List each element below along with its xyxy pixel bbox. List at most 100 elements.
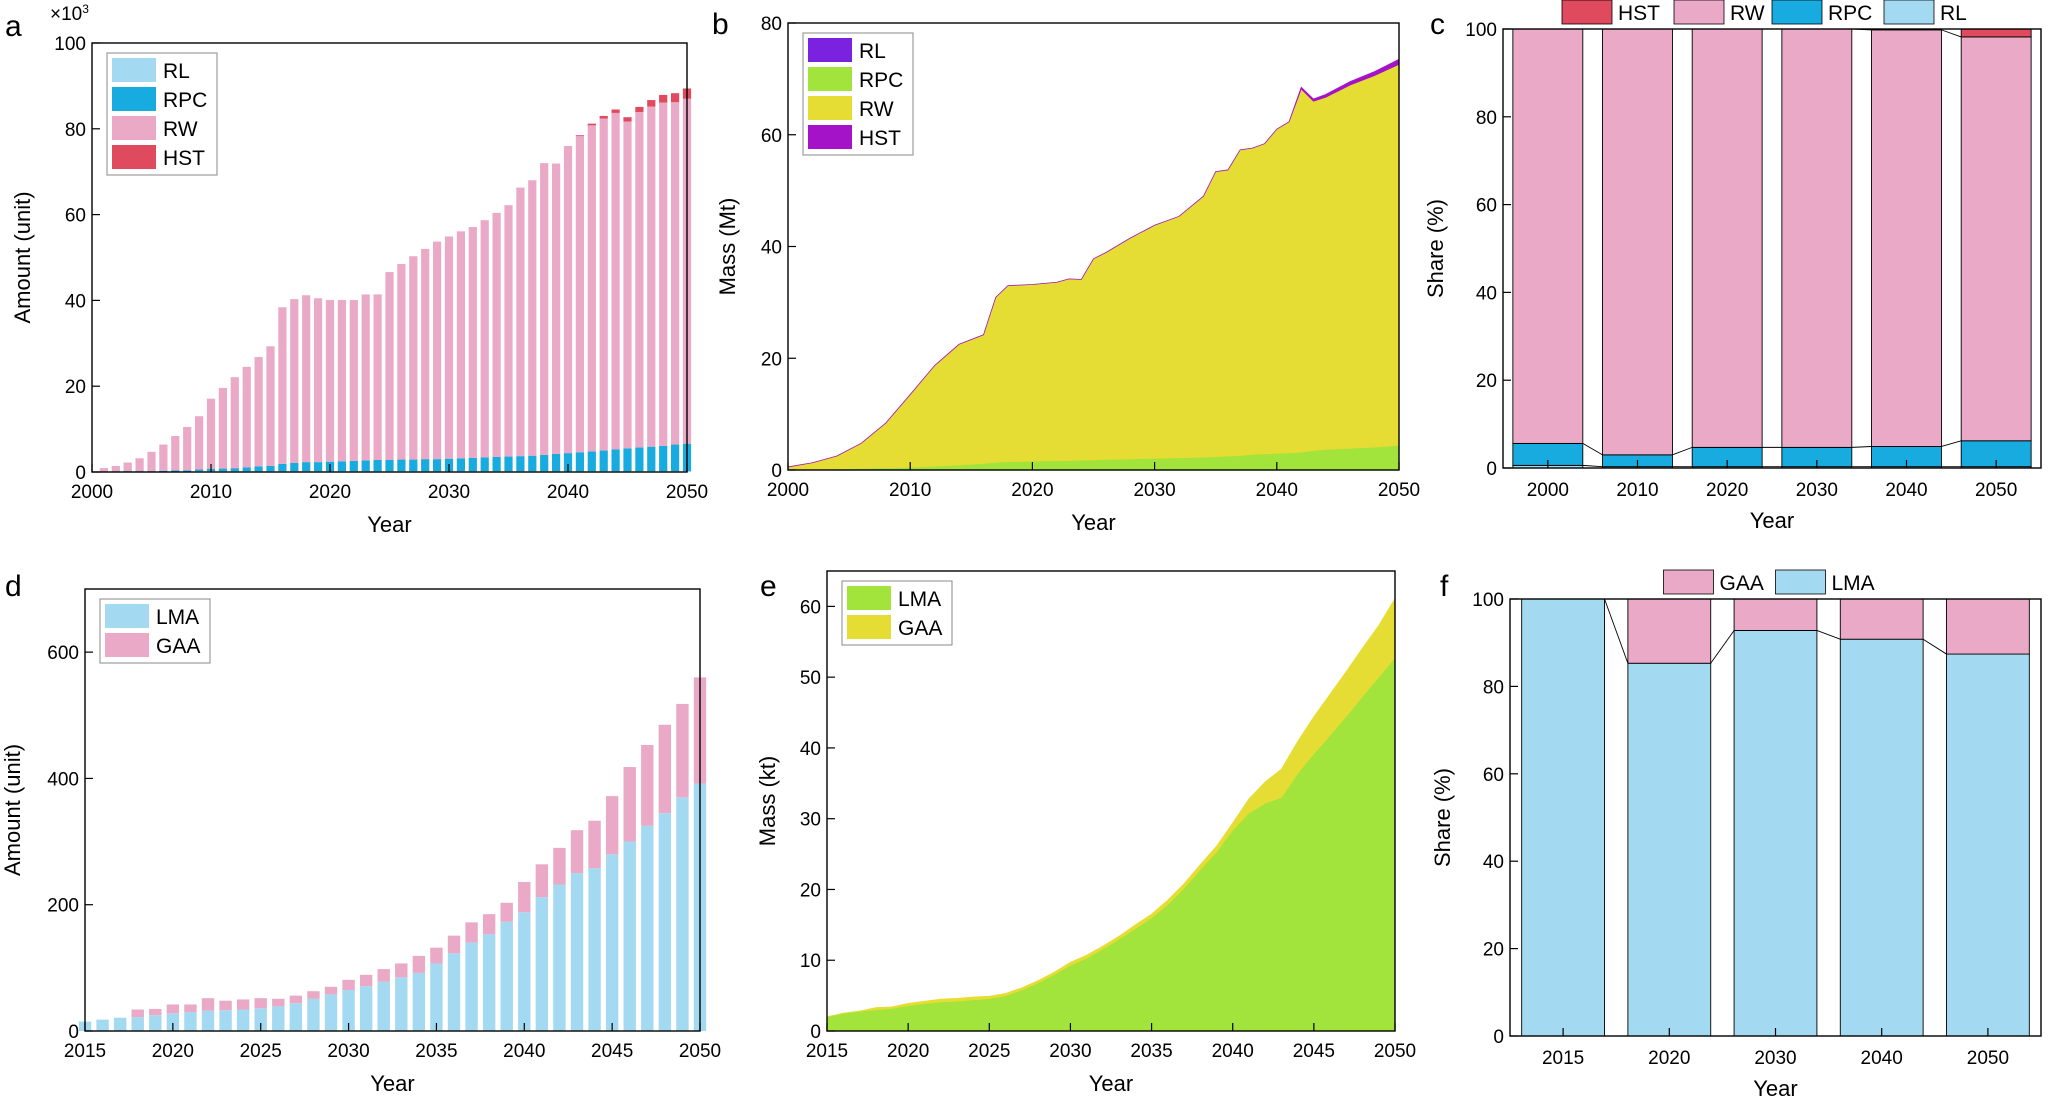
bar-rw <box>195 416 204 470</box>
bar-gaa <box>149 1008 162 1016</box>
legend-label-rl: RL <box>163 60 190 83</box>
panel-label-a: a <box>5 10 22 43</box>
y-tick-label: 80 <box>1483 677 1504 698</box>
bar-rw <box>659 102 668 446</box>
bar-rw <box>1871 29 1942 447</box>
x-tick-label: 2010 <box>190 482 232 503</box>
bar-rpc <box>159 470 168 472</box>
legend-label-rw: RW <box>1730 2 1765 25</box>
legend-label-rl: RL <box>1940 2 1967 25</box>
bar-gaa <box>1733 598 1818 631</box>
x-tick-label: 2035 <box>415 1041 457 1062</box>
bar-rpc <box>266 465 275 472</box>
legend-swatch-rw <box>112 116 156 140</box>
bar-lma <box>1946 653 2030 1037</box>
bar-gaa <box>254 998 267 1009</box>
bar-rpc <box>456 458 465 472</box>
x-tick-label: 2030 <box>1049 1041 1091 1062</box>
bar-lma <box>605 854 619 1031</box>
bar-gaa <box>535 864 549 898</box>
x-tick-label: 2040 <box>1256 480 1298 501</box>
bar-rw <box>1960 36 2032 442</box>
y-tick-label: 100 <box>54 34 86 55</box>
bar-rpc <box>373 459 382 472</box>
x-tick-label: 2050 <box>679 1041 721 1062</box>
bar-gaa <box>518 881 531 913</box>
y-tick-label: 0 <box>68 1022 79 1043</box>
y-tick-label: 40 <box>761 238 782 259</box>
y-axis-label: Share (%) <box>1430 768 1455 867</box>
bar-rpc <box>218 468 227 472</box>
x-tick-label: 2045 <box>591 1041 633 1062</box>
bar-rw <box>206 398 216 469</box>
plot-frame <box>826 570 1396 1032</box>
x-tick-label: 2040 <box>547 482 589 503</box>
plot-frame <box>1502 28 2042 469</box>
bar-rpc <box>183 470 192 472</box>
bar-gaa <box>570 830 584 874</box>
bar-rpc <box>671 444 680 472</box>
bar-rw <box>349 299 358 461</box>
legend-label-rpc: RPC <box>163 89 207 112</box>
y-tick-label: 40 <box>800 739 821 760</box>
bar-rw <box>385 272 394 460</box>
bar-hst <box>671 93 680 103</box>
y-tick-label: 0 <box>771 461 782 482</box>
bar-rw <box>1781 28 1853 448</box>
bar-lma <box>482 934 496 1031</box>
legend-swatch-rw <box>1673 0 1725 25</box>
bar-rw <box>492 212 501 457</box>
bar-rw <box>528 180 537 456</box>
legend-label-hst: HST <box>1618 2 1660 25</box>
bar-rw <box>1691 28 1763 448</box>
panel-label-f: f <box>1440 570 1449 603</box>
bar-rw <box>266 346 275 466</box>
bar-lma <box>553 884 566 1031</box>
y-tick-label: 40 <box>65 291 86 312</box>
bar-hst <box>659 94 668 103</box>
x-tick-label: 2030 <box>1133 480 1175 501</box>
x-tick-label: 2040 <box>1885 480 1927 501</box>
x-axis-label: Year <box>367 512 411 537</box>
bar-lma <box>324 994 338 1031</box>
bar-gaa <box>219 1000 232 1011</box>
legend-label-gaa: GAA <box>898 617 942 640</box>
y-tick-label: 10 <box>800 951 821 972</box>
legend-label-lma: LMA <box>898 588 941 611</box>
y-tick-label: 20 <box>800 880 821 901</box>
bar-rw <box>254 357 263 467</box>
bar-rpc <box>647 446 656 472</box>
x-tick-label: 2015 <box>1542 1048 1584 1069</box>
connector-line <box>1941 440 1962 447</box>
bar-rw <box>314 298 323 463</box>
bar-gaa <box>412 955 426 973</box>
legend-swatch-gaa <box>847 615 891 639</box>
x-tick-label: 2020 <box>1648 1048 1690 1069</box>
bar-rw <box>444 236 454 459</box>
bar-rw <box>647 106 656 447</box>
bar-rw <box>302 295 311 463</box>
connector-line <box>1851 446 1872 448</box>
bar-rpc <box>504 456 513 472</box>
y-tick-label: 0 <box>810 1022 821 1043</box>
bar-gaa <box>324 986 338 995</box>
bar-rw <box>516 187 525 457</box>
bar-lma <box>1733 630 1818 1037</box>
bar-rw <box>599 118 608 451</box>
bar-rw <box>99 468 108 472</box>
bar-lma <box>184 1012 197 1031</box>
bar-rpc <box>480 457 489 472</box>
y-tick-label: 60 <box>1476 196 1497 217</box>
legend-swatch-rpc <box>808 67 852 91</box>
y-tick-label: 60 <box>1483 765 1504 786</box>
legend-swatch-rl <box>112 58 156 82</box>
bar-rpc <box>623 448 632 472</box>
y-tick-label: 40 <box>1483 852 1504 873</box>
legend-label-rw: RW <box>163 118 198 141</box>
bar-rw <box>183 426 192 471</box>
bar-gaa <box>236 999 250 1010</box>
bar-rpc <box>575 452 584 472</box>
x-tick-label: 2000 <box>767 480 809 501</box>
